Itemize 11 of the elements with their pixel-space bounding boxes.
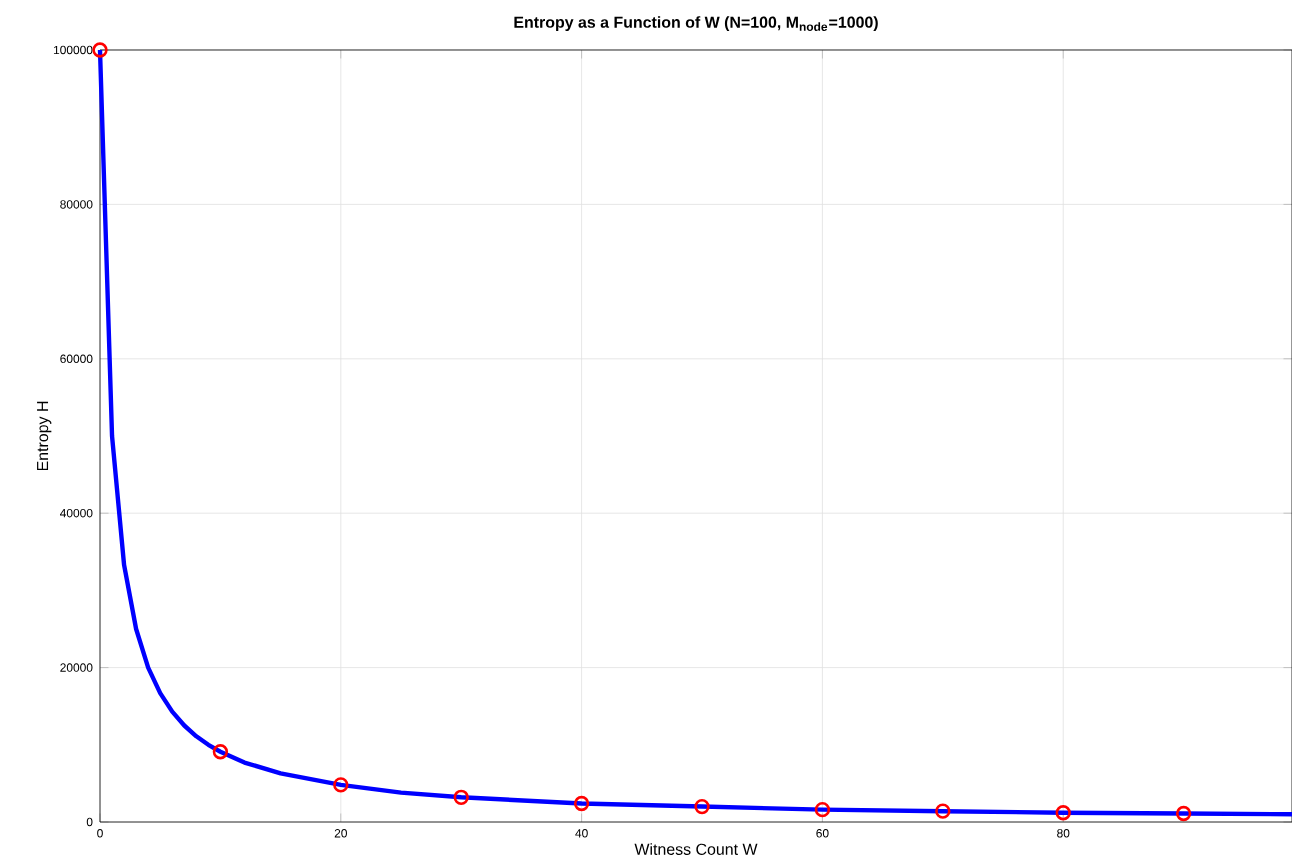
- point: [92, 42, 108, 58]
- point: [935, 803, 951, 819]
- point: [694, 798, 710, 815]
- point: [453, 789, 469, 805]
- point: [333, 777, 349, 793]
- point: [212, 744, 229, 760]
- point: [1055, 805, 1071, 821]
- line-series: [97, 47, 1292, 817]
- point: [573, 795, 590, 812]
- point: [814, 801, 831, 818]
- point: [1175, 805, 1192, 822]
